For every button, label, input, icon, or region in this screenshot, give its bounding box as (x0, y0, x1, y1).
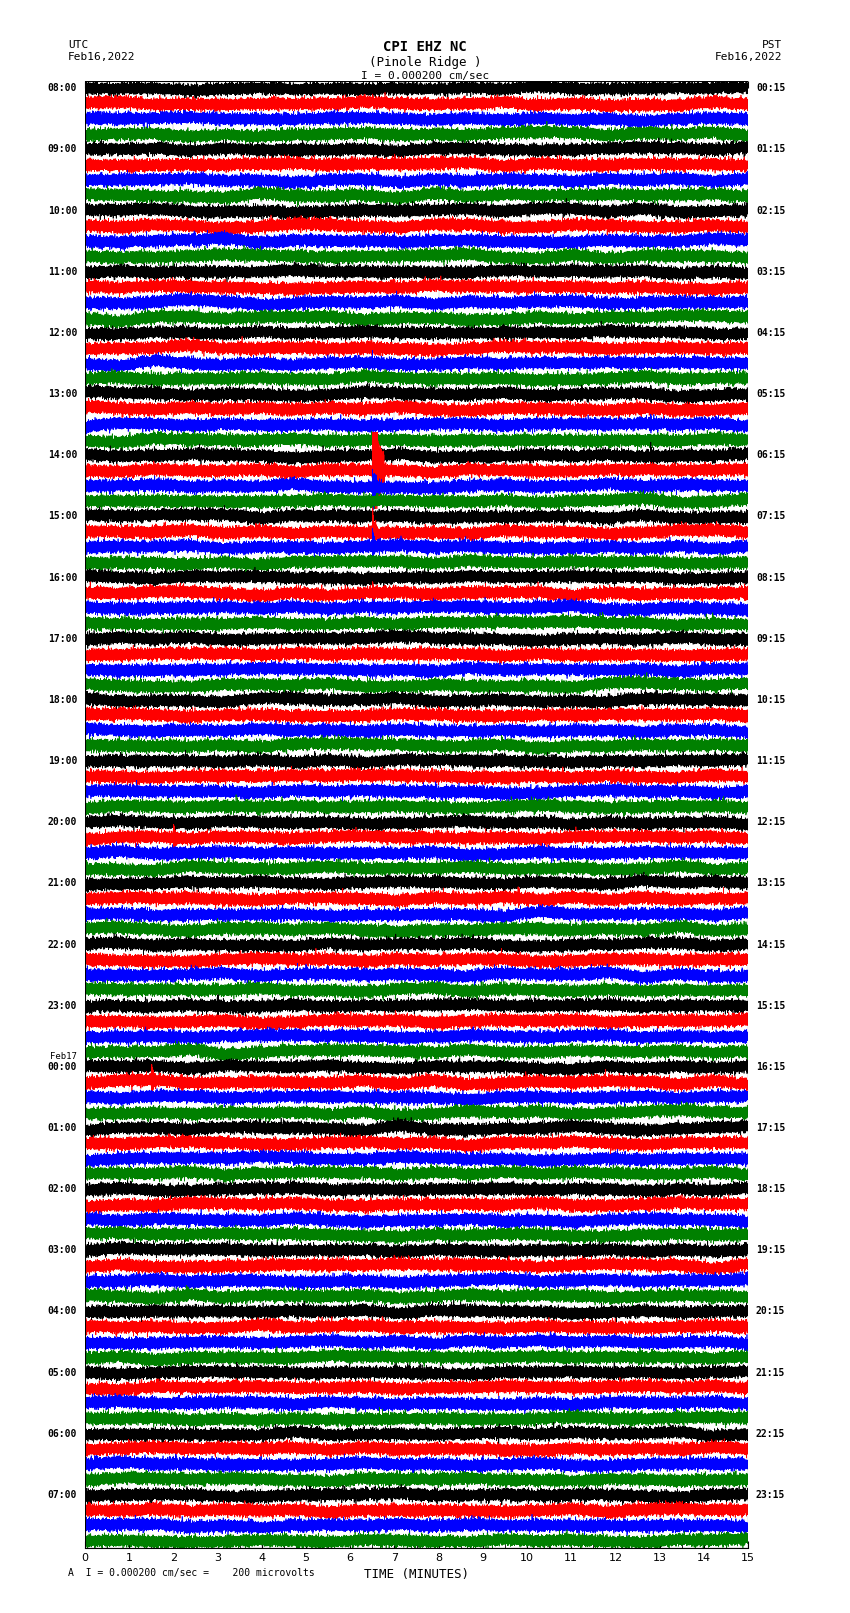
Text: 02:00: 02:00 (48, 1184, 77, 1194)
Text: 23:00: 23:00 (48, 1000, 77, 1011)
Text: 05:15: 05:15 (756, 389, 785, 398)
Text: 13:00: 13:00 (48, 389, 77, 398)
Text: 02:15: 02:15 (756, 205, 785, 216)
Text: UTC: UTC (68, 40, 88, 50)
Text: 19:15: 19:15 (756, 1245, 785, 1255)
Text: 12:00: 12:00 (48, 327, 77, 339)
Text: 18:00: 18:00 (48, 695, 77, 705)
Text: 01:00: 01:00 (48, 1123, 77, 1132)
Text: 14:00: 14:00 (48, 450, 77, 460)
Text: 07:15: 07:15 (756, 511, 785, 521)
Text: 16:00: 16:00 (48, 573, 77, 582)
Text: 07:00: 07:00 (48, 1490, 77, 1500)
Text: 16:15: 16:15 (756, 1061, 785, 1073)
Text: PST: PST (762, 40, 782, 50)
Text: 12:15: 12:15 (756, 818, 785, 827)
Text: 20:00: 20:00 (48, 818, 77, 827)
Text: 19:00: 19:00 (48, 756, 77, 766)
Text: 03:15: 03:15 (756, 266, 785, 277)
Text: 13:15: 13:15 (756, 879, 785, 889)
Text: 00:00: 00:00 (48, 1061, 77, 1073)
Text: 10:15: 10:15 (756, 695, 785, 705)
Text: 03:00: 03:00 (48, 1245, 77, 1255)
Text: 15:15: 15:15 (756, 1000, 785, 1011)
Text: 04:15: 04:15 (756, 327, 785, 339)
Text: 21:00: 21:00 (48, 879, 77, 889)
Text: 11:15: 11:15 (756, 756, 785, 766)
Text: 09:00: 09:00 (48, 145, 77, 155)
Text: 23:15: 23:15 (756, 1490, 785, 1500)
Text: 17:15: 17:15 (756, 1123, 785, 1132)
Text: 04:00: 04:00 (48, 1307, 77, 1316)
Text: A  I = 0.000200 cm/sec =    200 microvolts: A I = 0.000200 cm/sec = 200 microvolts (68, 1568, 314, 1578)
Text: I = 0.000200 cm/sec: I = 0.000200 cm/sec (361, 71, 489, 81)
Text: (Pinole Ridge ): (Pinole Ridge ) (369, 56, 481, 69)
Text: 22:15: 22:15 (756, 1429, 785, 1439)
X-axis label: TIME (MINUTES): TIME (MINUTES) (364, 1568, 469, 1581)
Text: Feb16,2022: Feb16,2022 (68, 52, 135, 61)
Text: 22:00: 22:00 (48, 939, 77, 950)
Text: 18:15: 18:15 (756, 1184, 785, 1194)
Text: Feb16,2022: Feb16,2022 (715, 52, 782, 61)
Text: 11:00: 11:00 (48, 266, 77, 277)
Text: 06:00: 06:00 (48, 1429, 77, 1439)
Text: 10:00: 10:00 (48, 205, 77, 216)
Text: 20:15: 20:15 (756, 1307, 785, 1316)
Text: 09:15: 09:15 (756, 634, 785, 644)
Text: 21:15: 21:15 (756, 1368, 785, 1378)
Text: CPI EHZ NC: CPI EHZ NC (383, 40, 467, 55)
Text: 06:15: 06:15 (756, 450, 785, 460)
Text: 01:15: 01:15 (756, 145, 785, 155)
Text: 08:00: 08:00 (48, 84, 77, 94)
Text: 17:00: 17:00 (48, 634, 77, 644)
Text: 08:15: 08:15 (756, 573, 785, 582)
Text: 15:00: 15:00 (48, 511, 77, 521)
Text: 05:00: 05:00 (48, 1368, 77, 1378)
Text: 00:15: 00:15 (756, 84, 785, 94)
Text: 14:15: 14:15 (756, 939, 785, 950)
Text: Feb17: Feb17 (50, 1052, 77, 1061)
